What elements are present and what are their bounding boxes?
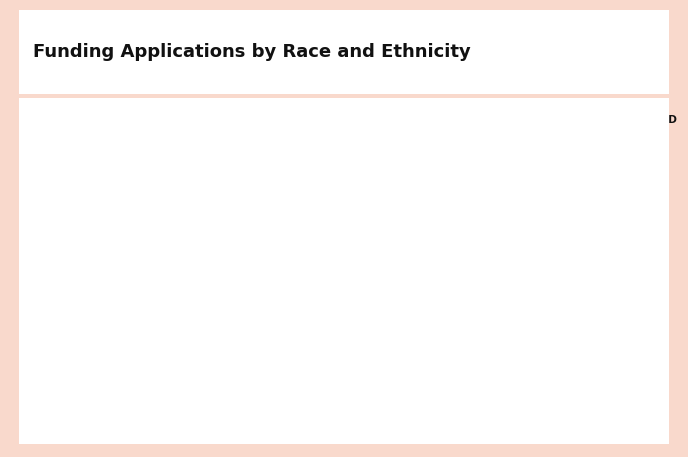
Bar xyxy=(180,323,190,389)
Bar xyxy=(476,268,485,389)
Bar xyxy=(126,295,135,389)
Bar xyxy=(634,325,643,389)
Bar xyxy=(319,244,328,389)
Bar xyxy=(402,255,411,389)
Bar xyxy=(309,319,319,389)
Bar xyxy=(392,195,402,389)
Bar xyxy=(383,268,392,389)
Bar xyxy=(624,344,633,389)
Bar xyxy=(550,298,559,389)
Bar xyxy=(200,362,209,389)
Bar xyxy=(245,255,254,389)
Bar xyxy=(116,250,125,389)
Bar xyxy=(338,314,347,389)
Bar xyxy=(107,259,116,389)
Bar xyxy=(495,244,504,389)
Bar xyxy=(328,289,338,389)
Bar xyxy=(643,353,652,389)
Bar xyxy=(161,335,171,389)
Bar xyxy=(190,319,200,389)
Bar xyxy=(87,301,96,389)
Bar xyxy=(605,356,614,389)
Bar xyxy=(411,231,421,389)
Bar xyxy=(530,325,540,389)
Text: Funding Applications by Race and Ethnicity: Funding Applications by Race and Ethnici… xyxy=(33,43,471,61)
Bar xyxy=(347,307,356,389)
Bar xyxy=(421,265,431,389)
Bar xyxy=(171,295,180,389)
Bar xyxy=(486,222,495,389)
Bar xyxy=(273,332,283,389)
Bar xyxy=(97,250,106,389)
Bar xyxy=(540,271,550,389)
Bar xyxy=(235,332,244,389)
Bar xyxy=(559,253,569,389)
Bar xyxy=(264,277,273,389)
Bar xyxy=(255,283,264,389)
Bar xyxy=(466,216,476,389)
Bar xyxy=(614,332,623,389)
Legend: WHITE/CAUCASIAN, BLACK/AFRICAN AMERICAN, HISPANIC/LATINO, ASIAN, OTHER/UNREPORTE: WHITE/CAUCASIAN, BLACK/AFRICAN AMERICAN,… xyxy=(32,114,679,126)
Bar xyxy=(569,268,579,389)
Bar xyxy=(457,283,466,389)
